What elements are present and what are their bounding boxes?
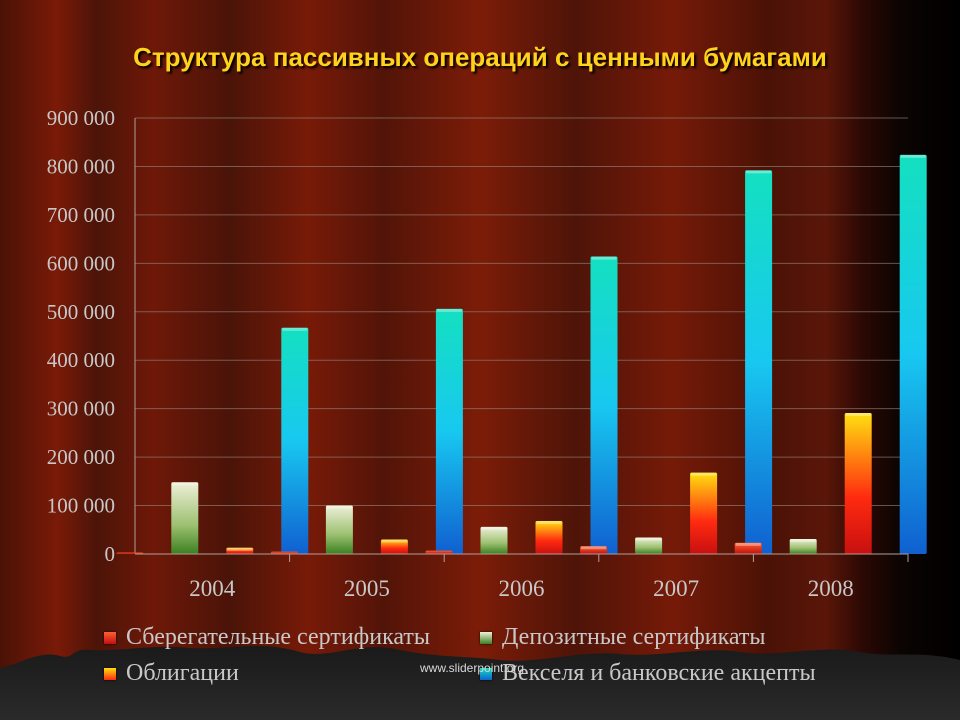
x-tick-label: 2007 — [653, 576, 699, 601]
bar-bills — [745, 170, 773, 554]
bar-deposit-highlight — [172, 482, 198, 486]
bar-deposit-highlight — [790, 538, 816, 542]
bar-bills-highlight — [591, 256, 617, 260]
legend-swatch-savings — [104, 631, 116, 644]
bar-bonds-highlight — [536, 521, 562, 525]
legend-label-bills: Векселя и банковские акцепты — [502, 660, 816, 686]
bar-savings — [734, 542, 762, 554]
bar-savings-highlight — [581, 546, 607, 550]
bar-bills — [590, 256, 618, 554]
y-tick-label: 400 000 — [47, 348, 115, 372]
bar-bills-highlight — [746, 170, 772, 174]
legend-label-bonds: Облигации — [126, 660, 239, 686]
x-tick-label: 2004 — [189, 576, 236, 601]
bar-bills-highlight — [436, 308, 462, 312]
bar-bonds — [535, 521, 563, 554]
bar-deposit — [789, 538, 817, 554]
bar-deposit — [171, 482, 199, 554]
bar-savings — [270, 551, 298, 554]
bar-savings — [580, 546, 608, 554]
bar-bills — [435, 308, 463, 554]
bars — [116, 154, 927, 554]
legend-swatch-deposit — [480, 631, 492, 644]
bar-savings-highlight — [735, 542, 761, 546]
bar-bills-highlight — [282, 327, 308, 331]
legend-label-savings: Сберегательные сертификаты — [126, 624, 431, 650]
x-tick-label: 2008 — [808, 576, 854, 601]
y-tick-label: 100 000 — [47, 494, 115, 518]
bar-deposit — [480, 526, 508, 554]
legend: Сберегательные сертификаты Депозитные се… — [100, 620, 900, 700]
legend-swatch-bills — [480, 667, 492, 680]
y-tick-label: 300 000 — [47, 397, 115, 421]
bar-bonds — [226, 547, 254, 554]
legend-item-deposit: Депозитные сертификаты — [480, 624, 766, 651]
bar-bonds-highlight — [381, 539, 407, 543]
y-tick-label: 700 000 — [47, 203, 115, 227]
bar-bills-highlight — [900, 154, 926, 158]
grid — [135, 117, 908, 555]
y-tick-label: 0 — [105, 542, 116, 566]
y-tick-label: 500 000 — [47, 300, 115, 324]
legend-item-bills: Векселя и банковские акцепты — [480, 660, 816, 687]
legend-swatch-bonds — [104, 667, 116, 680]
legend-label-deposit: Депозитные сертификаты — [502, 624, 766, 650]
bar-bonds — [844, 413, 872, 554]
y-tick-label: 900 000 — [47, 106, 115, 130]
y-tick-label: 800 000 — [47, 154, 115, 178]
bar-savings — [425, 550, 453, 554]
chart-title: Структура пассивных операций с ценными б… — [133, 42, 827, 72]
legend-item-savings: Сберегательные сертификаты — [104, 624, 430, 651]
bar-deposit-highlight — [636, 537, 662, 541]
x-tick-label: 2006 — [499, 576, 545, 601]
bar-deposit-highlight — [326, 505, 352, 509]
x-axis: 2004 2005 2006 2007 2008 — [135, 553, 909, 601]
y-tick-label: 600 000 — [47, 251, 115, 275]
bar-deposit — [635, 537, 663, 554]
y-axis: 0 100 000 200 000 300 000 400 000 500 000 600 … — [47, 106, 136, 566]
legend-item-bonds: Облигации — [104, 660, 239, 687]
bar-bills — [281, 327, 309, 554]
bar-bonds-highlight — [845, 413, 871, 417]
bar-bonds — [690, 472, 718, 554]
x-tick-label: 2005 — [344, 576, 390, 601]
bar-bills — [899, 154, 927, 554]
bar-bonds-highlight — [227, 547, 253, 551]
bar-bonds-highlight — [691, 472, 717, 476]
bar-deposit-highlight — [481, 526, 507, 530]
y-tick-label: 200 000 — [47, 445, 115, 469]
bar-deposit — [325, 505, 353, 554]
bar-bonds — [380, 539, 408, 554]
watermark-text: www.sliderpoint.org — [420, 661, 525, 675]
